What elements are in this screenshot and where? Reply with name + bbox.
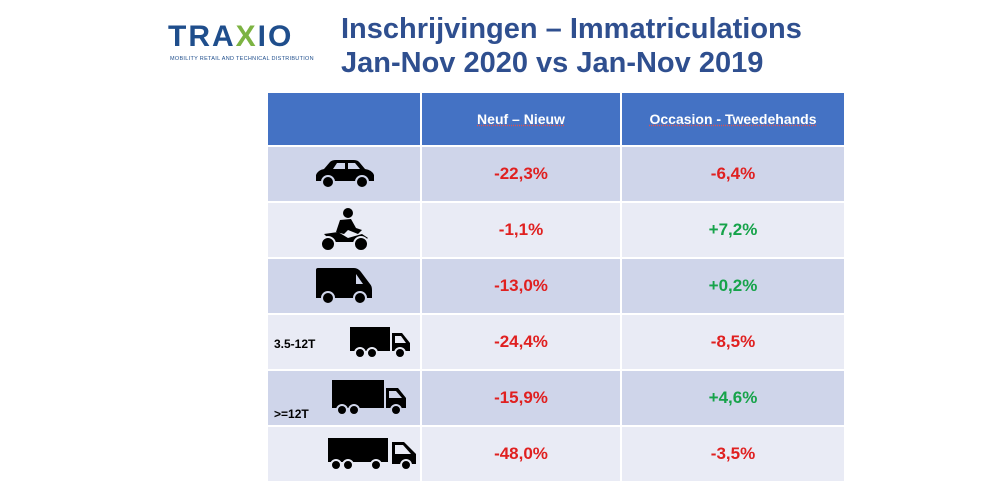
new-value: -24,4%	[420, 313, 621, 370]
table-row-motorcycle: -1,1% +7,2%	[268, 201, 844, 258]
table-row-truck: >=12T -15,9% +4,6%	[268, 369, 844, 426]
traxio-logo: TRAXIO MOBILITY RETAIL AND TECHNICAL DIS…	[168, 20, 318, 70]
logo-wordmark: TRAXIO	[168, 20, 294, 53]
tractor-trailer-icon	[328, 438, 416, 471]
table-row-tractor-trailer: -48,0% -3,5%	[268, 425, 844, 481]
used-value: -3,5%	[620, 425, 844, 481]
truck-icon	[332, 380, 406, 416]
table-row-small-truck: 3.5-12T -24,4% -8,5%	[268, 313, 844, 370]
title-line-1: Inschrijvingen – Immatriculations	[341, 13, 802, 45]
logo-tagline: MOBILITY RETAIL AND TECHNICAL DISTRIBUTI…	[170, 56, 314, 62]
table-row-van: -13,0% +0,2%	[268, 257, 844, 314]
table-header-row: Neuf – Nieuw Occasion - Tweedehands	[268, 93, 844, 146]
van-icon	[316, 268, 372, 305]
header-vehicle	[268, 93, 421, 146]
new-value: -15,9%	[420, 369, 621, 426]
used-value: +4,6%	[620, 369, 844, 426]
used-value: +7,2%	[620, 201, 844, 258]
registrations-table: Neuf – Nieuw Occasion - Tweedehands -22,…	[268, 93, 844, 481]
new-value: -13,0%	[420, 257, 621, 314]
page-title: Inschrijvingen – Immatriculations Jan-No…	[341, 12, 802, 80]
vehicle-cell	[268, 257, 421, 314]
header-used: Occasion - Tweedehands	[620, 93, 844, 146]
vehicle-cell	[268, 425, 421, 481]
vehicle-cell	[268, 201, 421, 258]
used-value: -8,5%	[620, 313, 844, 370]
new-value: -22,3%	[420, 145, 621, 202]
used-value: +0,2%	[620, 257, 844, 314]
small-truck-icon	[350, 327, 410, 359]
vehicle-label: >=12T	[274, 407, 309, 421]
motorcycle-icon	[320, 208, 369, 252]
vehicle-cell: 3.5-12T	[268, 313, 421, 370]
new-value: -1,1%	[420, 201, 621, 258]
new-value: -48,0%	[420, 425, 621, 481]
car-icon	[316, 160, 374, 189]
vehicle-label: 3.5-12T	[274, 337, 316, 351]
header-new: Neuf – Nieuw	[420, 93, 621, 146]
vehicle-cell	[268, 145, 421, 202]
table-row-car: -22,3% -6,4%	[268, 145, 844, 202]
vehicle-cell: >=12T	[268, 369, 421, 426]
title-line-2: Jan-Nov 2020 vs Jan-Nov 2019	[341, 47, 764, 79]
used-value: -6,4%	[620, 145, 844, 202]
